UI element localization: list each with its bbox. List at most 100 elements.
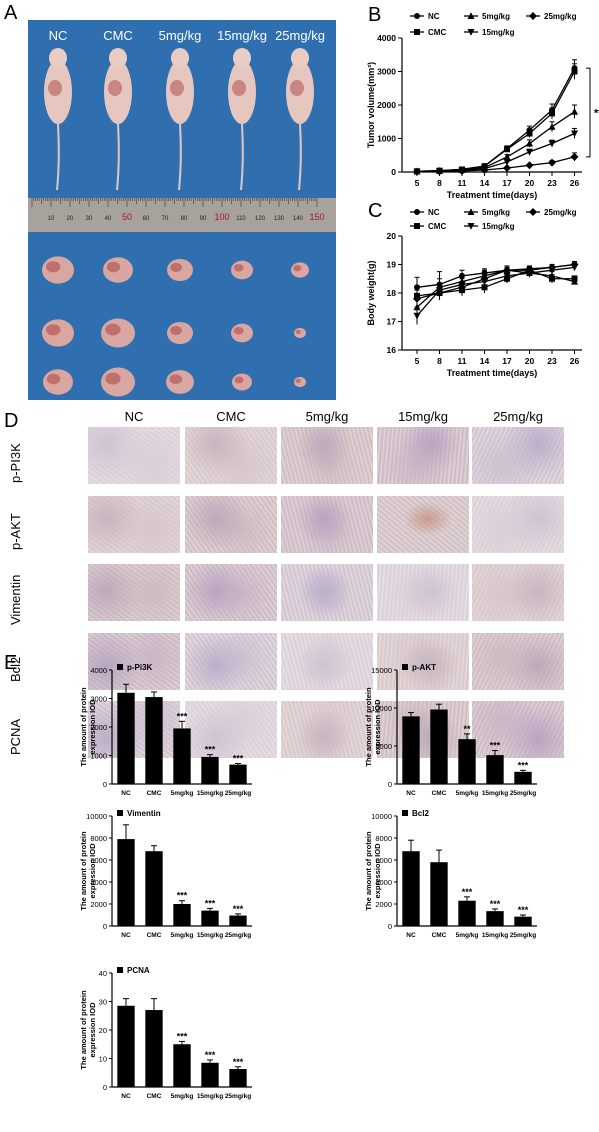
data-point	[526, 148, 533, 156]
ihc-image-cell	[472, 496, 564, 553]
y-axis-label-line2: expression IOD	[88, 699, 97, 755]
legend-marker	[529, 208, 537, 216]
x-tick-label: 26	[570, 356, 580, 366]
legend-marker	[414, 13, 420, 19]
tumor-highlight	[105, 323, 121, 336]
bar	[514, 771, 532, 784]
ihc-image-cell	[281, 427, 373, 484]
x-tick-label: 20	[525, 178, 535, 188]
panel-letter-c: C	[368, 200, 383, 222]
x-tick-label: NC	[121, 932, 131, 939]
ihc-row-label: p-AKT	[8, 513, 23, 551]
bar	[229, 1069, 247, 1087]
x-tick-label: 5	[415, 356, 420, 366]
panel-letter-e: E	[4, 652, 18, 674]
legend-marker	[414, 209, 420, 215]
y-tick-label: 15000	[371, 666, 392, 675]
x-tick-label: NC	[406, 790, 416, 797]
x-tick-label: NC	[121, 790, 131, 797]
data-point	[413, 294, 421, 303]
significance-stars: ***	[205, 898, 216, 908]
y-tick-label: 0	[391, 167, 396, 177]
significance-stars: ***	[518, 760, 529, 770]
x-tick-label: 5mg/kg	[456, 932, 479, 939]
group-label-4: 25mg/kg	[275, 28, 325, 43]
y-axis-label-line2: expression IOD	[373, 699, 382, 755]
x-tick-label: 5mg/kg	[456, 790, 479, 797]
ihc-image-cell	[281, 496, 373, 553]
data-point	[526, 139, 533, 147]
ruler-label: 10	[48, 216, 55, 222]
y-tick-label: 10000	[371, 704, 392, 713]
x-tick-label: 15mg/kg	[197, 1093, 223, 1100]
x-tick-label: CMC	[432, 932, 447, 939]
ruler-label: 80	[181, 216, 188, 222]
photo-svg: NC CMC 5mg/kg 15mg/kg 25mg/kg 10 20 30 40 50 60 70 8…	[28, 28, 336, 397]
ruler-label: 50	[122, 212, 132, 222]
x-tick-label: NC	[406, 932, 416, 939]
mouse-tumor	[232, 80, 246, 96]
bar	[486, 911, 504, 926]
tumor-highlight	[233, 263, 244, 272]
y-tick-label: 40	[99, 969, 107, 978]
ruler-label: 100	[214, 212, 229, 222]
bar	[458, 900, 476, 926]
ihc-row-label: PCNA	[8, 718, 23, 756]
ihc-image-cell	[185, 701, 277, 758]
y-tick-label: 10000	[86, 812, 107, 821]
tumor-highlight	[170, 262, 182, 272]
ruler-label: 130	[274, 216, 285, 222]
x-tick-label: 14	[480, 356, 490, 366]
significance-annotation: **	[594, 108, 599, 120]
legend-marker	[467, 12, 475, 19]
tumor-highlight	[106, 261, 121, 273]
bar	[402, 716, 420, 784]
series-line-3	[416, 132, 575, 173]
y-tick-label: 8000	[375, 834, 392, 843]
mouse-tail	[298, 123, 302, 191]
data-point	[480, 274, 489, 283]
data-point	[480, 165, 489, 174]
significance-stars: ***	[233, 904, 244, 914]
data-point	[549, 110, 555, 117]
bar	[229, 764, 247, 784]
x-tick-label: CMC	[147, 932, 162, 939]
legend-marker	[467, 223, 475, 230]
tumor-highlight	[233, 326, 244, 335]
mouse-head	[109, 48, 127, 68]
x-tick-label: 23	[547, 178, 557, 188]
data-point	[503, 153, 511, 160]
ihc-image-cell	[472, 701, 564, 758]
bar	[486, 755, 504, 784]
bar	[430, 709, 448, 784]
y-tick-label: 17	[387, 317, 397, 327]
ihc-column-header: 15mg/kg	[398, 409, 448, 424]
chart-body-weight: 16 17 18 19 20 5 8 11 14 17 20 23 26 Treatment time(d…	[366, 208, 582, 378]
legend-swatch	[402, 664, 408, 670]
x-tick-label: 20	[525, 356, 535, 366]
y-tick-label: 8000	[90, 834, 107, 843]
tumor-highlight	[46, 261, 61, 273]
data-point	[571, 68, 578, 75]
ihc-image-cell	[377, 633, 469, 690]
x-tick-label: CMC	[147, 1093, 162, 1100]
legend-label: NC	[428, 208, 440, 217]
mouse-head	[291, 48, 309, 68]
significance-stars: ***	[177, 1031, 188, 1041]
ihc-image-cell	[281, 564, 373, 621]
series-line-4	[416, 263, 575, 300]
ihc-image-cell	[472, 564, 564, 621]
ihc-image-cell	[377, 496, 469, 553]
panel-letter-a: A	[4, 2, 18, 24]
x-tick-label: 15mg/kg	[197, 932, 223, 939]
x-tick-label: 25mg/kg	[225, 932, 251, 939]
y-tick-label: 2000	[377, 100, 396, 110]
legend-swatch	[117, 664, 123, 670]
legend-label: 15mg/kg	[482, 28, 515, 37]
significance-stars: ***	[177, 891, 188, 901]
y-tick-label: 10000	[371, 812, 392, 821]
ihc-row-label: Vimentin	[8, 574, 23, 626]
y-tick-label: 10	[99, 1055, 107, 1064]
group-label-2: 5mg/kg	[159, 28, 202, 43]
data-point	[435, 167, 444, 176]
